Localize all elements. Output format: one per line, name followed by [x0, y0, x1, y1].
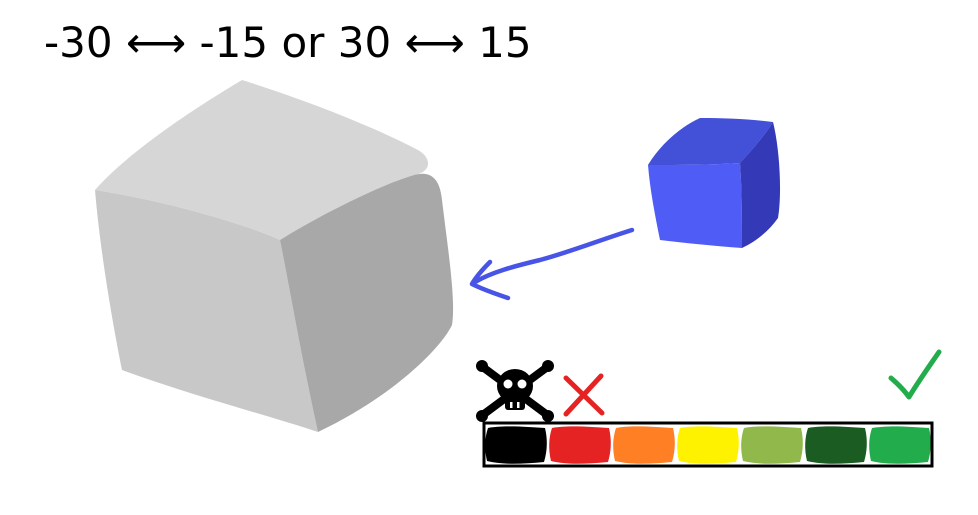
- scale-segment-light-green: [741, 426, 803, 464]
- arrow-left-icon: [469, 227, 635, 301]
- checkmark-icon: [888, 349, 942, 400]
- scale-segment-red: [549, 426, 611, 464]
- scale-segment-black: [485, 426, 547, 464]
- scale-segment-yellow: [677, 426, 739, 464]
- skull-crossbones-icon: [476, 360, 554, 422]
- small-cube-right-face: [740, 122, 781, 248]
- large-cube-right-face: [280, 173, 454, 432]
- large-gray-cube: [95, 80, 454, 432]
- large-cube-top-face: [95, 80, 429, 240]
- scale-segment-orange: [613, 426, 675, 464]
- angle-range-title: -30 ⟷ -15 or 30 ⟷ 15: [44, 18, 532, 67]
- large-cube-left-face: [95, 190, 318, 432]
- scale-bar-border: [482, 421, 934, 468]
- scale-segment-dark-green: [805, 426, 867, 464]
- small-cube-top-face: [648, 118, 773, 165]
- arrow-head: [469, 259, 511, 301]
- scale-segment-green: [869, 426, 931, 464]
- cross-icon: [563, 373, 605, 417]
- small-blue-cube: [648, 118, 781, 248]
- arrow-shaft: [472, 227, 635, 285]
- quality-scale-bar: [482, 421, 934, 468]
- small-cube-front-face: [648, 163, 742, 248]
